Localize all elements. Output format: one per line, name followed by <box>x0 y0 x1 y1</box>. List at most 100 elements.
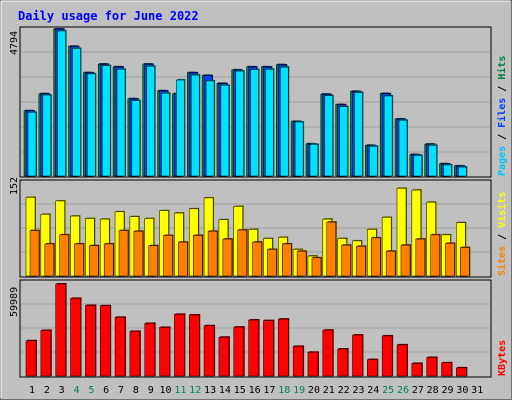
x-tick-label: 20 <box>308 385 320 396</box>
pages-bar-day-26 <box>398 119 408 177</box>
kbytes-bar-day-24 <box>367 359 378 377</box>
legend-separator: / <box>497 80 508 98</box>
pages-bar-day-29 <box>443 164 452 177</box>
pages-bar-day-12 <box>190 74 200 177</box>
pages-bar-day-10 <box>161 92 170 177</box>
kbytes-bar-day-30 <box>456 367 467 377</box>
pages-bar-day-28 <box>428 145 437 177</box>
kbytes-bar-day-21 <box>322 329 334 377</box>
pages-bar-day-17 <box>265 69 274 177</box>
bars <box>23 28 471 377</box>
sites-bar-day-15 <box>237 229 248 277</box>
x-tick-label: 9 <box>148 385 154 396</box>
pages-bar-day-20 <box>309 144 319 177</box>
kbytes-bar-day-27 <box>411 363 423 377</box>
kbytes-bar-day-14 <box>218 336 230 377</box>
pages-bar-day-30 <box>458 166 467 177</box>
kbytes-bar-day-4 <box>70 298 81 377</box>
legend-sites: Sites <box>496 246 508 276</box>
legend-separator: / <box>497 128 508 146</box>
pages-bar-day-7 <box>116 69 126 177</box>
x-tick-label: 27 <box>412 385 424 396</box>
kbytes-bar-day-1 <box>25 340 37 377</box>
x-tick-label: 12 <box>189 385 201 396</box>
x-tick-label: 5 <box>88 385 94 396</box>
pages-bar-day-4 <box>72 48 81 177</box>
kbytes-bar-day-25 <box>381 335 393 377</box>
sites-bar-day-20 <box>311 257 322 277</box>
kbytes-bar-day-19 <box>292 346 304 377</box>
kbytes-bar-day-2 <box>40 330 52 377</box>
sites-bar-day-4 <box>74 243 84 277</box>
x-axis-labels: 1 2 3 4 5 6 7 8 9 10 11 12 13 14 15 16 17 18 19 20 21 22 23 24 2… <box>29 385 483 396</box>
pages-bar-day-27 <box>413 155 423 177</box>
hits-panel-legend: Pages / Files / Hits <box>496 56 508 176</box>
sites-bar-day-13 <box>207 230 218 277</box>
sites-bar-day-5 <box>89 245 99 277</box>
x-tick-label: 31 <box>471 385 483 396</box>
pages-bar-day-13 <box>205 80 215 177</box>
sites-bar-day-14 <box>222 238 233 277</box>
sites-bar-day-29 <box>445 243 455 277</box>
kbytes-bar-day-11 <box>174 314 185 377</box>
pages-bar-day-11 <box>176 79 185 177</box>
kbytes-bar-day-18 <box>278 318 289 377</box>
x-tick-label: 16 <box>249 385 261 396</box>
kbytes-bar-day-22 <box>337 348 348 377</box>
kbytes-bar-day-17 <box>263 320 274 377</box>
legend-pages: Pages <box>497 146 508 176</box>
kbytes-bar-day-10 <box>159 327 170 377</box>
visits-panel-legend: Sites / Visits <box>496 192 508 276</box>
kbytes-panel-ymax-label: 59989 <box>9 287 20 317</box>
x-tick-label: 4 <box>74 385 80 396</box>
pages-bar-day-23 <box>354 92 363 177</box>
kbytes-bar-day-26 <box>396 344 408 377</box>
x-tick-label: 17 <box>263 385 275 396</box>
hits-panel-ymax-label: 4794 <box>9 31 20 55</box>
sites-bar-day-9 <box>148 245 158 277</box>
pages-bar-day-19 <box>294 121 304 177</box>
legend-hits: Hits <box>496 56 508 80</box>
sites-bar-day-19 <box>296 250 307 277</box>
x-tick-label: 21 <box>323 385 335 396</box>
kbytes-bar-day-5 <box>85 305 96 377</box>
x-tick-label: 8 <box>133 385 139 396</box>
kbytes-bar-day-3 <box>55 283 66 377</box>
kbytes-panel-legend: KBytes <box>497 340 508 376</box>
sites-bar-day-30 <box>460 247 470 277</box>
pages-bar-day-2 <box>42 94 52 177</box>
x-tick-label: 19 <box>293 385 305 396</box>
pages-bar-day-16 <box>250 69 259 177</box>
x-tick-label: 3 <box>59 385 65 396</box>
sites-bar-day-18 <box>282 243 292 277</box>
kbytes-bar-day-15 <box>233 326 245 377</box>
sites-bar-day-16 <box>252 241 262 277</box>
x-tick-label: 30 <box>456 385 468 396</box>
pages-bar-day-22 <box>339 106 348 177</box>
kbytes-bar-day-20 <box>307 351 319 377</box>
x-tick-label: 13 <box>204 385 216 396</box>
sites-bar-day-21 <box>326 221 337 277</box>
visits-panel-ymax-label: 152 <box>9 177 20 195</box>
legend-visits: Visits <box>496 192 508 228</box>
kbytes-bar-day-28 <box>426 357 437 377</box>
x-tick-label: 1 <box>29 385 35 396</box>
kbytes-bar-day-12 <box>188 314 200 377</box>
x-tick-label: 22 <box>338 385 350 396</box>
kbytes-bar-day-29 <box>441 362 452 377</box>
sites-bar-day-2 <box>44 243 55 277</box>
pages-bar-day-8 <box>131 100 141 177</box>
sites-bar-day-11 <box>178 241 188 277</box>
pages-bar-day-5 <box>87 73 96 177</box>
x-tick-label: 14 <box>219 385 231 396</box>
kbytes-bar-day-9 <box>144 323 155 377</box>
legend-files: Files <box>496 98 508 128</box>
x-tick-label: 26 <box>397 385 409 396</box>
legend-separator: / <box>497 228 508 246</box>
x-tick-label: 23 <box>352 385 364 396</box>
kbytes-bar-day-8 <box>129 331 141 377</box>
pages-bar-day-24 <box>369 146 378 177</box>
sites-bar-day-8 <box>133 230 144 277</box>
pages-bar-day-15 <box>235 70 245 177</box>
